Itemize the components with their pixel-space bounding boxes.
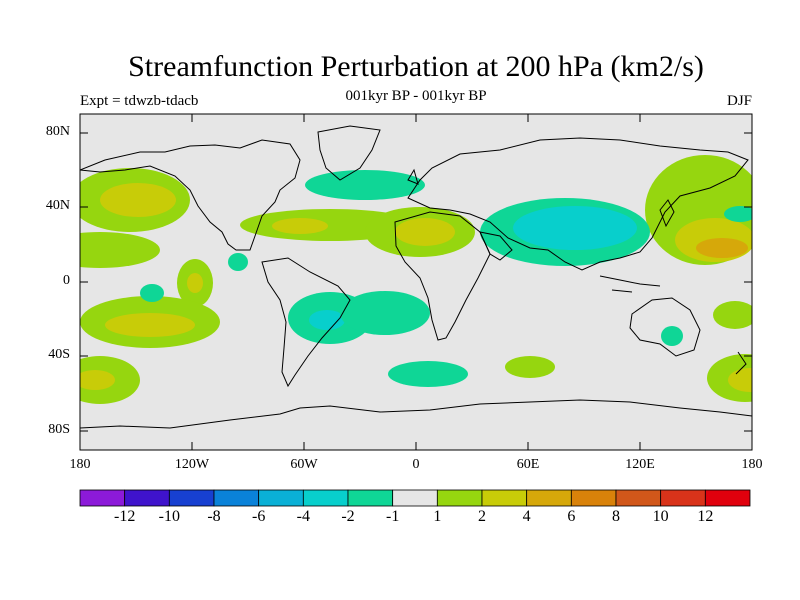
chart-subtitle: 001kyr BP - 001kyr BP — [345, 88, 487, 104]
colorbar-label: -8 — [207, 508, 221, 525]
coastlines — [80, 125, 752, 429]
contour-neg-westpac-ring — [724, 206, 752, 222]
colorbar-swatch — [302, 489, 349, 507]
colorbar-swatch — [615, 489, 662, 507]
colorbar-label: -6 — [251, 508, 266, 525]
lat-tick-80s: 80S — [48, 422, 70, 437]
contour-pos-nafrica-core — [395, 218, 455, 246]
contour-pos-sw-edge-core — [80, 370, 115, 390]
colorbar-swatch — [258, 489, 304, 507]
colorbar-label: -1 — [385, 508, 400, 525]
experiment-label: Expt = tdwzb-tdacb — [80, 93, 199, 109]
contour-pos-sindian — [505, 356, 555, 378]
colorbar-swatch — [570, 489, 617, 507]
contour-pos-swpac — [713, 301, 752, 329]
coast-greenland — [317, 125, 381, 181]
colorbar-swatch — [392, 489, 438, 507]
contour-neg-sindian — [388, 361, 468, 387]
coast-north-america — [80, 139, 301, 251]
colorbar-swatch — [79, 489, 126, 507]
lon-tick-0: 0 — [412, 457, 420, 472]
colorbar-swatch — [213, 489, 260, 507]
lat-tick-80n: 80N — [45, 124, 70, 139]
coast-south-america — [261, 257, 351, 388]
coast-eurasia — [407, 137, 749, 271]
contour-pos-westpac-north-max — [696, 238, 748, 258]
coast-indonesia — [599, 275, 661, 293]
colorbar-label: -12 — [113, 508, 136, 525]
coast-africa — [394, 211, 491, 341]
colorbar-swatch — [660, 489, 706, 507]
colorbar-swatch — [347, 489, 394, 507]
lat-tick-40n: 40N — [45, 198, 70, 213]
lon-tick-180-right: 180 — [741, 457, 763, 472]
contour-neg-epac — [140, 284, 164, 302]
colorbar-label: 10 — [652, 508, 669, 525]
lon-tick-120w: 120W — [174, 457, 210, 472]
colorbar-swatch — [168, 489, 215, 507]
lon-tick-60e: 60E — [516, 457, 540, 472]
lon-tick-60w: 60W — [290, 457, 318, 472]
colorbar-label: -4 — [296, 508, 310, 525]
colorbar-label: 2 — [478, 508, 486, 525]
colorbar-label: 1 — [433, 508, 442, 525]
coast-antarctica — [80, 399, 752, 429]
colorbar-swatch — [436, 489, 483, 507]
season-label: DJF — [726, 93, 752, 109]
contour-neg-natl-north — [305, 170, 425, 200]
contour-pos-npacific-core — [100, 183, 176, 217]
colorbar-label: 4 — [522, 508, 531, 525]
lon-tick-180-left: 180 — [69, 457, 91, 472]
colorbar-label: 8 — [612, 508, 620, 525]
colorbar-label: -10 — [158, 508, 180, 525]
contour-pos-wrap-west — [80, 232, 160, 268]
colorbar-label: 6 — [567, 508, 576, 525]
chart-title: Streamfunction Perturbation at 200 hPa (… — [128, 50, 704, 83]
colorbar-label: 12 — [697, 508, 714, 525]
coast-australia — [629, 297, 701, 357]
coast-new-zealand — [735, 351, 747, 375]
contour-pos-se-edge-core — [728, 368, 752, 392]
colorbar-label: -2 — [341, 508, 355, 525]
contour-neg-asia-core — [513, 206, 637, 250]
colorbar — [79, 489, 751, 507]
coast-uk — [407, 168, 419, 185]
contour-neg-australia — [661, 326, 683, 346]
colorbar-swatch — [124, 489, 170, 507]
colorbar-swatch — [481, 489, 528, 507]
axis-ticks — [79, 114, 753, 450]
contour-neg-satl — [340, 291, 430, 335]
contour-pos-spacific-core — [105, 313, 195, 337]
contour-neg-samerica-core — [309, 310, 345, 330]
contour-pos-natl-core — [272, 218, 328, 234]
contour-neg-caribbean — [228, 253, 248, 271]
lon-tick-120e: 120E — [625, 457, 655, 472]
lat-tick-0: 0 — [63, 273, 70, 288]
coast-japan — [659, 199, 675, 228]
colorbar-swatch — [526, 489, 572, 507]
coast-arabia — [479, 231, 513, 261]
contour-pos-trop-pac-core — [187, 273, 203, 293]
lat-tick-40s: 40S — [48, 347, 70, 362]
contour-fields — [80, 155, 752, 404]
colorbar-swatch — [704, 489, 751, 507]
